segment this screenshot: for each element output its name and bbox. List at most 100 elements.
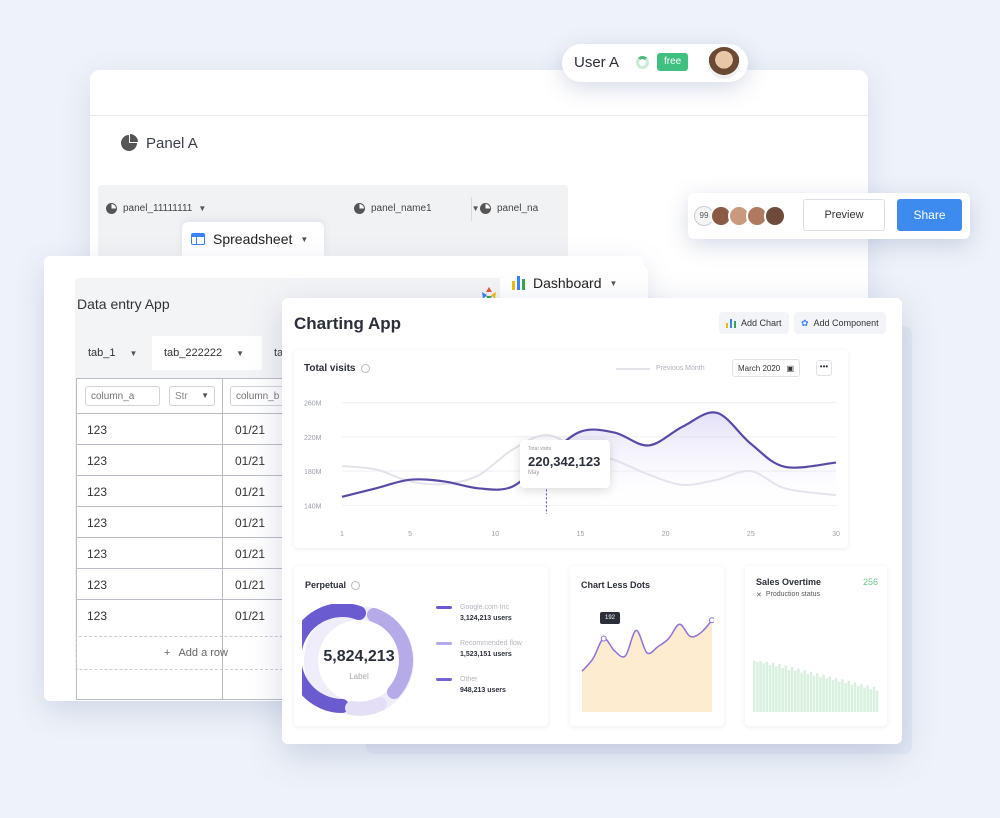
table-row[interactable]: 123 01/21 (77, 506, 327, 537)
pie-icon (354, 203, 365, 214)
legend-value: 3,124,213 users (460, 615, 512, 622)
add-row-button[interactable]: + Add a row (76, 636, 316, 670)
perpetual-title: Perpetual (305, 580, 347, 590)
charting-app-title: Charting App (294, 314, 402, 333)
legend-item: Other 948,213 users (436, 676, 546, 694)
cell-column-b[interactable]: 01/21 (235, 609, 266, 623)
tab-3[interactable]: ta (262, 336, 302, 370)
cell-column-b[interactable]: 01/21 (235, 423, 266, 437)
column-b-input[interactable] (230, 386, 290, 406)
legend-item: Recommended flow 1,523,151 users (436, 640, 546, 658)
bar (847, 680, 851, 712)
table-row[interactable]: 123 01/21 (77, 568, 327, 599)
table-row[interactable]: 123 01/21 (77, 444, 327, 475)
cell-column-b[interactable]: 01/21 (235, 578, 266, 592)
bar (819, 677, 822, 712)
table-row[interactable]: 123 01/21 (77, 599, 327, 630)
legend-swatch (436, 678, 452, 681)
spreadsheet-tab[interactable]: Spreadsheet ▼ (182, 222, 324, 256)
legend-value: 1,523,151 users (460, 651, 512, 658)
table-row[interactable]: 123 01/21 (77, 537, 327, 568)
bar (863, 687, 866, 712)
user-avatar[interactable] (708, 47, 740, 79)
dashboard-tab-label: Dashboard (533, 275, 602, 291)
bar (768, 664, 772, 712)
bar (850, 684, 854, 712)
dots-tooltip: 192 (600, 612, 621, 624)
bar (778, 664, 781, 712)
panel-item-label: panel_11111111 (123, 203, 193, 214)
production-status-label: Production status (765, 591, 820, 598)
tab-1[interactable]: tab_1 ▼ (76, 336, 152, 370)
y-tick-label: 220M (304, 435, 322, 442)
cell-column-a[interactable]: 123 (87, 547, 108, 561)
panel-title: Panel A (120, 134, 198, 152)
cell-column-a[interactable]: 123 (87, 485, 108, 499)
info-icon[interactable] (351, 580, 361, 590)
panel-item[interactable]: panel_name1 ▼ (354, 203, 480, 214)
donut-center-label: Label (349, 672, 369, 681)
legend-line (616, 367, 650, 370)
cell-column-b[interactable]: 01/21 (235, 485, 266, 499)
bar (875, 690, 879, 712)
bar (828, 676, 832, 712)
perpetual-legend: Google.com Inc 3,124,213 users Recommend… (436, 604, 546, 694)
bar (753, 660, 756, 712)
legend-value: 948,213 users (460, 687, 506, 694)
cell-column-b[interactable]: 01/21 (235, 516, 266, 530)
cell-column-a[interactable]: 123 (87, 423, 108, 437)
caret-down-icon: ▼ (300, 234, 309, 244)
bar (838, 681, 841, 712)
panel-item[interactable]: panel_11111111 ▼ (106, 203, 206, 214)
bar (775, 666, 778, 712)
cell-column-b[interactable]: 01/21 (235, 454, 266, 468)
preview-button[interactable]: Preview (803, 199, 885, 231)
tab-2[interactable]: tab_222222 ▼ (152, 336, 262, 370)
cell-column-a[interactable]: 123 (87, 516, 108, 530)
donut-slice-recommended (367, 608, 413, 699)
data-entry-title: Data entry App (77, 296, 170, 312)
y-tick-label: 140M (304, 503, 322, 510)
table-row[interactable]: 123 01/21 (77, 413, 327, 444)
info-icon[interactable] (360, 364, 370, 373)
collaborator-avatar[interactable] (764, 205, 786, 227)
data-point[interactable] (600, 635, 607, 642)
sales-overtime-card: Sales Overtime 256 ✕ Production status (745, 566, 887, 726)
data-point[interactable] (709, 617, 715, 624)
cell-column-a[interactable]: 123 (87, 578, 108, 592)
month-select-value: March 2020 (738, 363, 781, 373)
x-tick-label: 5 (408, 531, 412, 538)
add-chart-button[interactable]: Add Chart (719, 312, 789, 334)
sales-overtime-chart (753, 660, 879, 712)
spreadsheet-icon (191, 233, 205, 245)
share-bar: 99 Preview Share (688, 193, 970, 239)
user-name: User A (574, 54, 620, 71)
bar (831, 680, 835, 712)
month-select[interactable]: March 2020 ▣ (732, 359, 800, 377)
panel-item[interactable]: panel_na (480, 203, 538, 214)
dashboard-tab[interactable]: Dashboard ▼ (500, 266, 648, 300)
legend-item: Google.com Inc 3,124,213 users (436, 604, 546, 622)
type-select[interactable]: Str ▼ (169, 386, 215, 406)
bar (797, 668, 800, 712)
cell-column-b[interactable]: 01/21 (235, 547, 266, 561)
status-ring-icon (636, 56, 649, 69)
bar (812, 675, 816, 712)
column-a-input[interactable] (85, 386, 160, 406)
share-button[interactable]: Share (897, 199, 962, 231)
add-component-button[interactable]: ✿ Add Component (794, 312, 886, 334)
cell-column-a[interactable]: 123 (87, 609, 108, 623)
more-options-button[interactable]: ••• (816, 360, 832, 376)
table-row[interactable]: 123 01/21 (77, 475, 327, 506)
bar-chart-icon (512, 276, 525, 290)
caret-down-icon: ▼ (129, 348, 138, 358)
bar (856, 686, 860, 712)
user-pill[interactable]: User A free (562, 44, 748, 82)
panel-title-text: Panel A (146, 134, 198, 152)
bar (781, 667, 784, 712)
cell-column-a[interactable]: 123 (87, 454, 108, 468)
window-topbar (90, 70, 868, 116)
bar (866, 685, 869, 712)
add-chart-label: Add Chart (741, 318, 782, 328)
y-tick-label: 260M (304, 401, 322, 408)
